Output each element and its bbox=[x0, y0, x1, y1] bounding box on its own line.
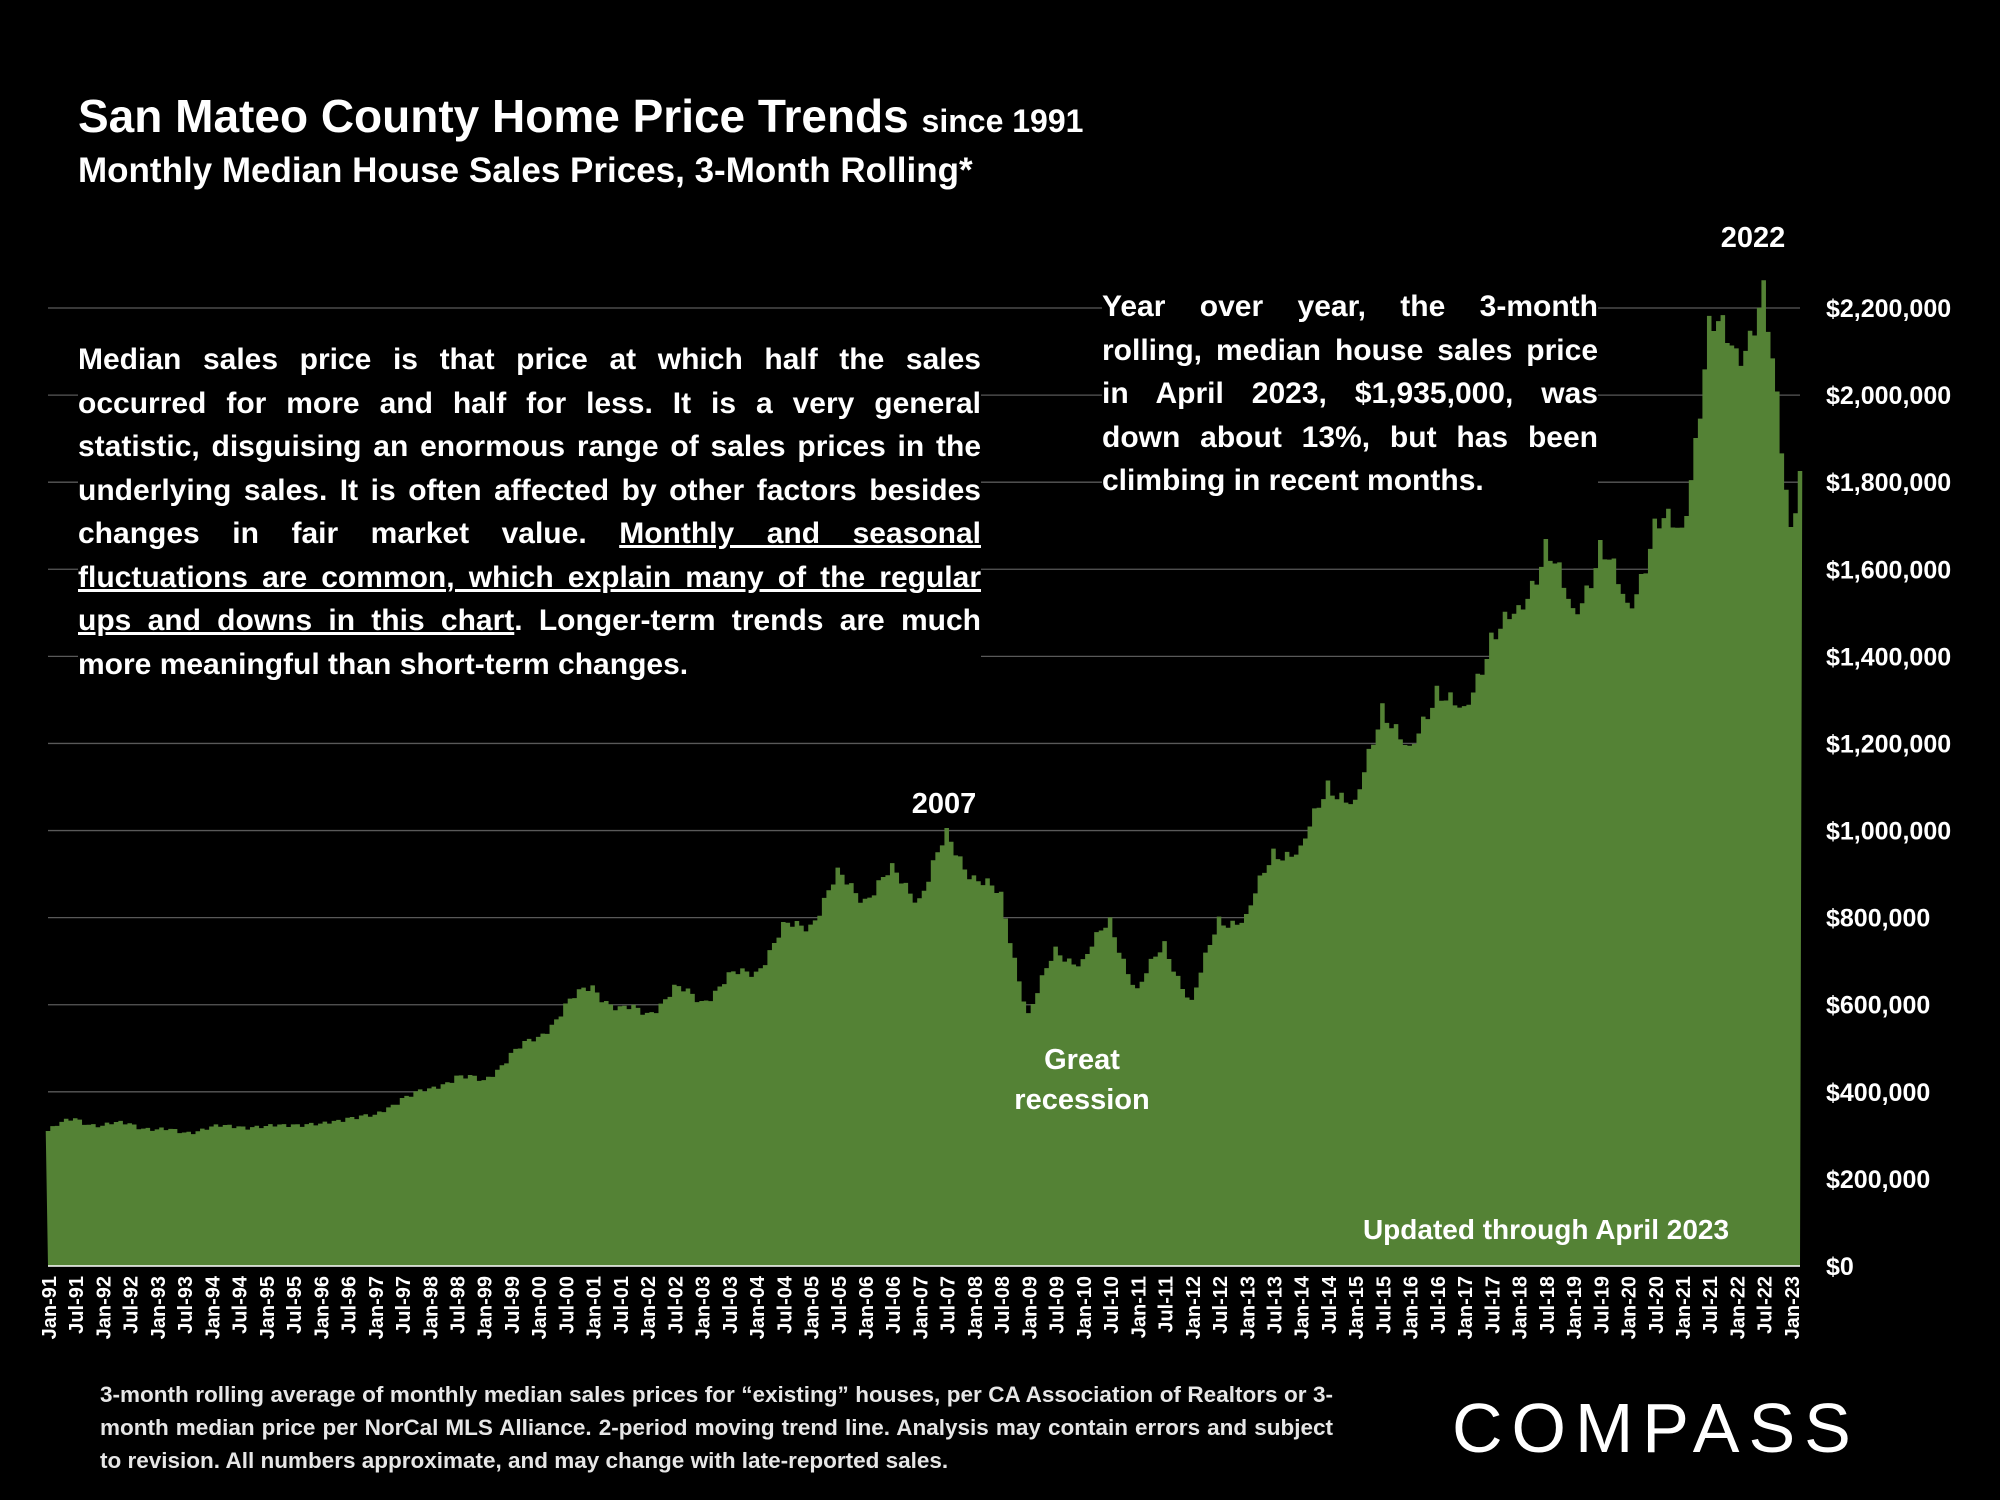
x-tick-label: Jan-01 bbox=[584, 1276, 606, 1339]
x-tick-label: Jan-22 bbox=[1727, 1276, 1749, 1339]
x-tick-label: Jan-20 bbox=[1619, 1276, 1641, 1339]
yoy-summary-note: Year over year, the 3-month rolling, med… bbox=[1102, 285, 1598, 503]
x-tick-label: Jan-14 bbox=[1292, 1275, 1314, 1339]
x-tick-label: Jan-06 bbox=[856, 1276, 878, 1339]
x-axis-tick-labels: Jan-91 Jul-91 Jan-92 Jul-92 Jan-93 Jul-93 Jan-… bbox=[39, 1275, 1804, 1339]
y-tick-label: $400,000 bbox=[1826, 1079, 1930, 1107]
x-tick-label: Jul-09 bbox=[1047, 1276, 1069, 1334]
x-tick-label: Jan-17 bbox=[1455, 1276, 1477, 1339]
y-tick-label: $2,200,000 bbox=[1826, 295, 1951, 323]
chart-subtitle: Monthly Median House Sales Prices, 3-Mon… bbox=[78, 151, 973, 190]
x-tick-label: Jan-93 bbox=[148, 1276, 170, 1339]
y-tick-label: $0 bbox=[1826, 1253, 1854, 1281]
x-tick-label: Jul-03 bbox=[720, 1276, 742, 1334]
x-tick-label: Jul-98 bbox=[447, 1276, 469, 1334]
x-tick-label: Jan-16 bbox=[1401, 1276, 1423, 1339]
x-tick-label: Jan-15 bbox=[1346, 1276, 1368, 1339]
x-tick-label: Jan-23 bbox=[1782, 1276, 1804, 1339]
x-tick-label: Jul-91 bbox=[66, 1276, 88, 1334]
x-tick-label: Jan-98 bbox=[420, 1276, 442, 1339]
x-tick-label: Jul-14 bbox=[1319, 1275, 1341, 1334]
chart-title-main: San Mateo County Home Price Trends bbox=[78, 90, 909, 142]
x-tick-label: Jan-08 bbox=[965, 1276, 987, 1339]
x-tick-label: Jan-18 bbox=[1510, 1276, 1532, 1339]
x-tick-label: Jan-13 bbox=[1237, 1276, 1259, 1339]
x-tick-label: Jan-19 bbox=[1564, 1276, 1586, 1339]
x-tick-label: Jul-18 bbox=[1537, 1276, 1559, 1334]
x-tick-label: Jan-96 bbox=[311, 1276, 333, 1339]
x-tick-label: Jan-07 bbox=[910, 1276, 932, 1339]
y-tick-label: $200,000 bbox=[1826, 1166, 1930, 1194]
x-tick-label: Jul-13 bbox=[1264, 1276, 1286, 1334]
annotation-great: Great bbox=[1044, 1044, 1120, 1076]
x-tick-label: Jan-99 bbox=[475, 1276, 497, 1339]
x-tick-label: Jul-17 bbox=[1482, 1276, 1504, 1334]
x-tick-label: Jan-11 bbox=[1128, 1276, 1150, 1338]
x-tick-label: Jan-97 bbox=[366, 1276, 388, 1339]
x-tick-label: Jul-08 bbox=[992, 1276, 1014, 1334]
note-text-2: . Longer-term trends are much more meani… bbox=[78, 604, 981, 681]
note-text-underlined: Monthly and seasonal fluctuations are co… bbox=[78, 517, 981, 637]
x-tick-label: Jul-11 bbox=[1156, 1276, 1178, 1333]
y-tick-label: $1,200,000 bbox=[1826, 730, 1951, 758]
y-tick-label: $600,000 bbox=[1826, 992, 1930, 1020]
x-tick-label: Jul-10 bbox=[1101, 1276, 1123, 1334]
compass-logo: COMPASS bbox=[1452, 1389, 1860, 1467]
x-tick-label: Jul-20 bbox=[1646, 1276, 1668, 1334]
x-tick-label: Jul-05 bbox=[829, 1276, 851, 1334]
median-definition-note: Median sales price is that price at whic… bbox=[78, 338, 981, 686]
x-tick-label: Jul-95 bbox=[284, 1276, 306, 1334]
y-tick-label: $1,400,000 bbox=[1826, 643, 1951, 671]
x-tick-label: Jul-19 bbox=[1591, 1276, 1613, 1334]
x-tick-label: Jul-22 bbox=[1755, 1276, 1777, 1334]
x-tick-label: Jul-92 bbox=[121, 1276, 143, 1334]
x-tick-label: Jan-04 bbox=[747, 1275, 769, 1339]
x-tick-label: Jan-03 bbox=[693, 1276, 715, 1339]
x-tick-label: Jul-12 bbox=[1210, 1276, 1232, 1334]
annotation-recession: recession bbox=[1014, 1084, 1149, 1116]
chart-title: San Mateo County Home Price Trends since… bbox=[78, 88, 1083, 149]
y-axis-tick-labels: $0 $200,000 $400,000 $600,000 $800,000 $1,000… bbox=[1826, 295, 1951, 1281]
x-tick-label: Jul-07 bbox=[938, 1276, 960, 1334]
x-tick-label: Jan-00 bbox=[529, 1276, 551, 1339]
x-tick-label: Jan-21 bbox=[1673, 1276, 1695, 1339]
x-tick-label: Jan-09 bbox=[1019, 1276, 1041, 1339]
x-tick-label: Jul-16 bbox=[1428, 1276, 1450, 1334]
x-tick-label: Jul-96 bbox=[339, 1276, 361, 1334]
x-tick-label: Jan-95 bbox=[257, 1276, 279, 1339]
y-tick-label: $1,000,000 bbox=[1826, 818, 1951, 846]
y-tick-label: $1,600,000 bbox=[1826, 556, 1951, 584]
x-tick-label: Jul-06 bbox=[883, 1276, 905, 1334]
x-tick-label: Jul-99 bbox=[502, 1276, 524, 1334]
x-tick-label: Jul-93 bbox=[175, 1276, 197, 1334]
x-tick-label: Jan-05 bbox=[802, 1276, 824, 1339]
chart-title-suffix: since 1991 bbox=[921, 103, 1084, 139]
x-tick-label: Jan-94 bbox=[202, 1275, 224, 1339]
note-text-1: Median sales price is that price at whic… bbox=[78, 343, 981, 550]
annotation-2022: 2022 bbox=[1721, 222, 1786, 254]
x-tick-label: Jul-21 bbox=[1700, 1276, 1722, 1334]
x-tick-label: Jul-01 bbox=[611, 1276, 633, 1334]
x-tick-label: Jan-12 bbox=[1183, 1276, 1205, 1339]
y-tick-label: $1,800,000 bbox=[1826, 469, 1951, 497]
y-tick-label: $2,000,000 bbox=[1826, 382, 1951, 410]
x-tick-label: Jul-00 bbox=[556, 1276, 578, 1334]
x-tick-label: Jul-97 bbox=[393, 1276, 415, 1334]
x-tick-label: Jan-10 bbox=[1074, 1276, 1096, 1339]
y-tick-label: $800,000 bbox=[1826, 905, 1930, 933]
x-tick-label: Jan-92 bbox=[93, 1276, 115, 1339]
methodology-footnote: 3-month rolling average of monthly media… bbox=[100, 1382, 1333, 1473]
x-tick-label: Jul-02 bbox=[665, 1276, 687, 1334]
median-price-area bbox=[45, 280, 1803, 1266]
x-tick-label: Jan-02 bbox=[638, 1276, 660, 1339]
x-tick-label: Jan-91 bbox=[39, 1276, 61, 1339]
x-tick-label: Jul-94 bbox=[230, 1275, 252, 1334]
x-tick-label: Jul-04 bbox=[774, 1275, 796, 1334]
annotation-2007: 2007 bbox=[912, 788, 977, 820]
x-tick-label: Jul-15 bbox=[1373, 1276, 1395, 1334]
annotation-updated-through: Updated through April 2023 bbox=[1363, 1214, 1729, 1245]
